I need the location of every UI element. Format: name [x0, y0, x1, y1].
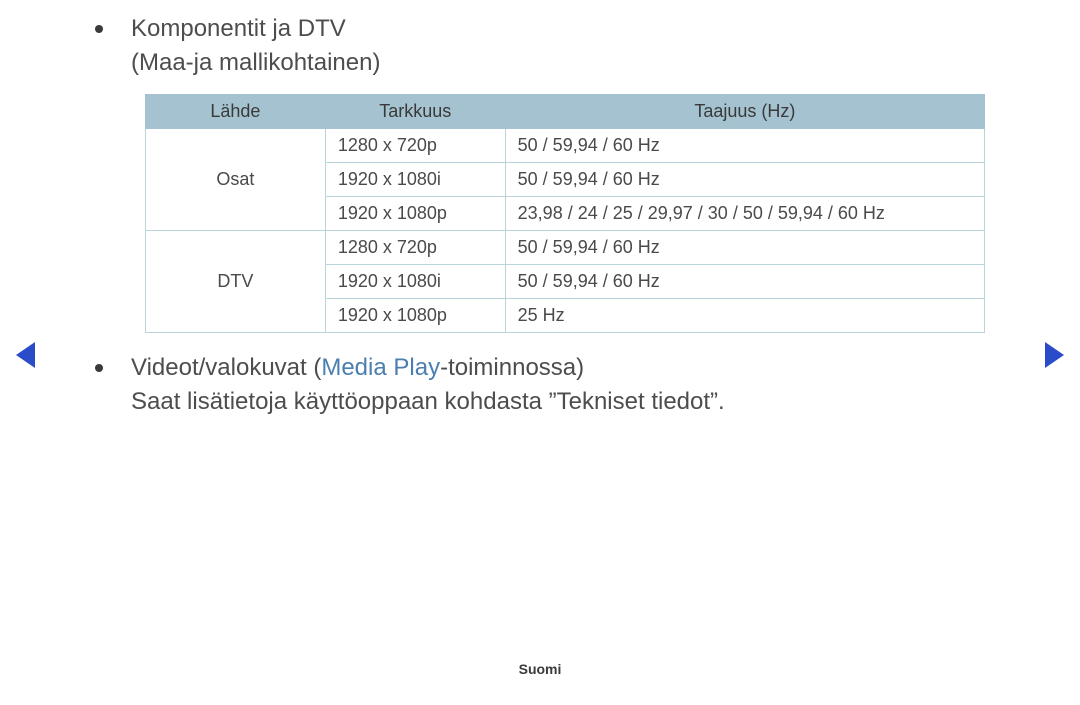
table-row: Osat 1280 x 720p 50 / 59,94 / 60 Hz — [146, 129, 985, 163]
bullet-icon — [95, 25, 103, 33]
table-header-row: Lähde Tarkkuus Taajuus (Hz) — [146, 95, 985, 129]
bullet-item-2: Videot/valokuvat (Media Play-toiminnossa… — [95, 351, 995, 419]
cell-freq: 50 / 59,94 / 60 Hz — [505, 163, 984, 197]
cell-freq: 50 / 59,94 / 60 Hz — [505, 129, 984, 163]
bullet-item-1: Komponentit ja DTV (Maa-ja mallikohtaine… — [95, 12, 995, 80]
cell-freq: 23,98 / 24 / 25 / 29,97 / 30 / 50 / 59,9… — [505, 197, 984, 231]
cell-res: 1920 x 1080p — [325, 299, 505, 333]
col-header-source: Lähde — [146, 95, 326, 129]
bullet2-suffix: -toiminnossa) — [440, 354, 584, 381]
bullet-text-2: Videot/valokuvat (Media Play-toiminnossa… — [131, 351, 725, 419]
cell-freq: 50 / 59,94 / 60 Hz — [505, 265, 984, 299]
bullet-text-1: Komponentit ja DTV (Maa-ja mallikohtaine… — [131, 12, 380, 80]
cell-freq: 50 / 59,94 / 60 Hz — [505, 231, 984, 265]
bullet-icon — [95, 364, 103, 372]
bullet2-prefix: Videot/valokuvat ( — [131, 354, 321, 381]
footer-language: Suomi — [0, 661, 1080, 677]
spec-table: Lähde Tarkkuus Taajuus (Hz) Osat 1280 x … — [145, 94, 985, 333]
col-header-res: Tarkkuus — [325, 95, 505, 129]
spec-table-wrap: Lähde Tarkkuus Taajuus (Hz) Osat 1280 x … — [145, 94, 985, 333]
cell-res: 1920 x 1080i — [325, 163, 505, 197]
col-header-freq: Taajuus (Hz) — [505, 95, 984, 129]
cell-res: 1280 x 720p — [325, 129, 505, 163]
cell-source-osat: Osat — [146, 129, 326, 231]
media-play-link[interactable]: Media Play — [321, 354, 440, 381]
cell-res: 1920 x 1080i — [325, 265, 505, 299]
table-row: DTV 1280 x 720p 50 / 59,94 / 60 Hz — [146, 231, 985, 265]
nav-prev-icon[interactable] — [16, 342, 35, 368]
bullet1-line1: Komponentit ja DTV — [131, 15, 346, 42]
cell-source-dtv: DTV — [146, 231, 326, 333]
bullet2-line2: Saat lisätietoja käyttöoppaan kohdasta ”… — [131, 388, 725, 415]
cell-res: 1920 x 1080p — [325, 197, 505, 231]
nav-next-icon[interactable] — [1045, 342, 1064, 368]
cell-freq: 25 Hz — [505, 299, 984, 333]
cell-res: 1280 x 720p — [325, 231, 505, 265]
bullet1-line2: (Maa-ja mallikohtainen) — [131, 49, 380, 76]
page-content: Komponentit ja DTV (Maa-ja mallikohtaine… — [95, 12, 995, 421]
